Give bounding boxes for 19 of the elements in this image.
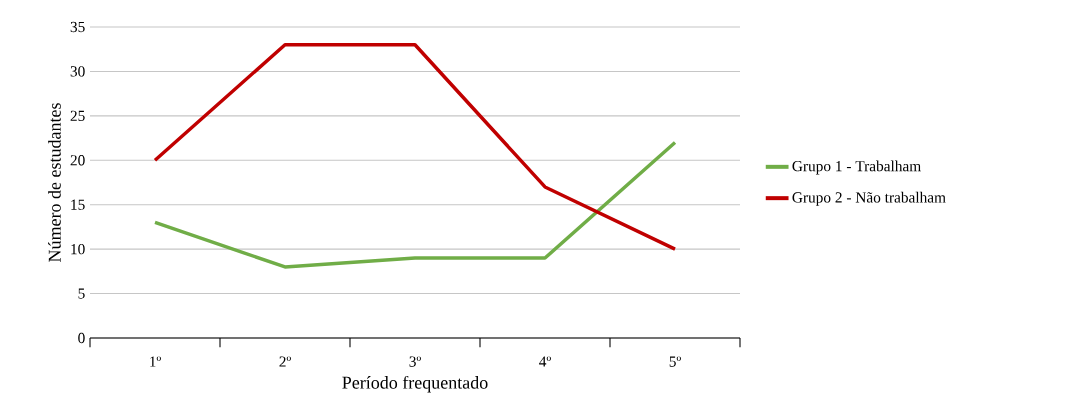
y-tick-label: 5 xyxy=(78,288,85,299)
legend-label: Grupo 1 - Trabalham xyxy=(792,160,921,175)
y-tick-label: 25 xyxy=(70,110,85,121)
y-tick-label: 0 xyxy=(78,332,85,344)
x-axis-title: Período frequentado xyxy=(342,375,488,393)
legend-label: Grupo 2 - Não trabalham xyxy=(792,191,946,206)
line-series xyxy=(153,43,677,251)
x-tick-label: 5º xyxy=(669,356,681,367)
x-tick-label: 2º xyxy=(279,356,291,367)
y-tick-label: 10 xyxy=(71,243,85,255)
x-tick-label: 4º xyxy=(539,356,551,367)
y-tick-label: 30 xyxy=(70,66,85,77)
y-tick-label: 35 xyxy=(70,21,85,33)
y-tick-label: 20 xyxy=(70,155,85,166)
x-tick-label: 3º xyxy=(409,356,421,367)
line-series xyxy=(153,140,677,269)
y-axis-title: Número de estudantes xyxy=(48,103,61,262)
x-tick-label: 1º xyxy=(150,356,161,367)
y-tick-label: 15 xyxy=(71,199,85,210)
